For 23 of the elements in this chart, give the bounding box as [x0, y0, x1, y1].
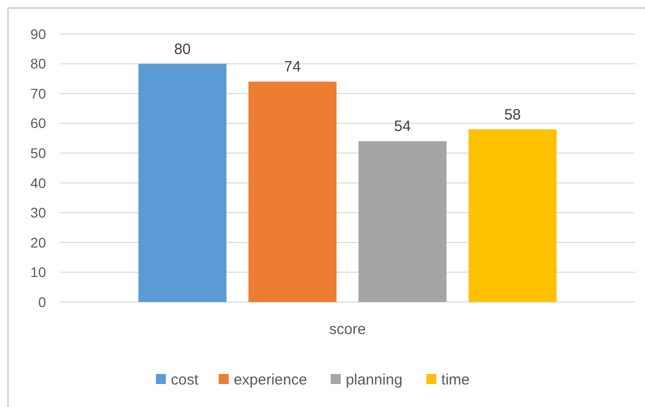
y-tick-label: 40: [30, 174, 46, 191]
legend-label: time: [441, 371, 470, 388]
y-tick-label: 10: [30, 264, 46, 280]
bar: [248, 82, 336, 302]
y-tick-label: 60: [30, 115, 46, 132]
bar: [468, 129, 557, 302]
data-label: 58: [504, 106, 521, 124]
y-tick-label: 50: [30, 145, 46, 162]
bar: [358, 141, 447, 302]
y-tick-label: 70: [30, 85, 46, 102]
y-tick-label: 80: [30, 56, 46, 72]
legend-label: cost: [170, 371, 200, 388]
data-label: 74: [284, 58, 301, 76]
y-tick-label: 30: [30, 204, 46, 221]
y-tick-label: 20: [30, 234, 46, 250]
y-tick-label: 90: [30, 26, 46, 42]
x-tick-label: score: [329, 321, 366, 338]
legend-label: experience: [234, 371, 308, 388]
data-label: 54: [394, 118, 411, 136]
bar: [138, 64, 226, 302]
legend-label: planning: [346, 371, 402, 388]
data-label: 80: [174, 40, 191, 58]
y-tick-label: 0: [38, 294, 46, 310]
